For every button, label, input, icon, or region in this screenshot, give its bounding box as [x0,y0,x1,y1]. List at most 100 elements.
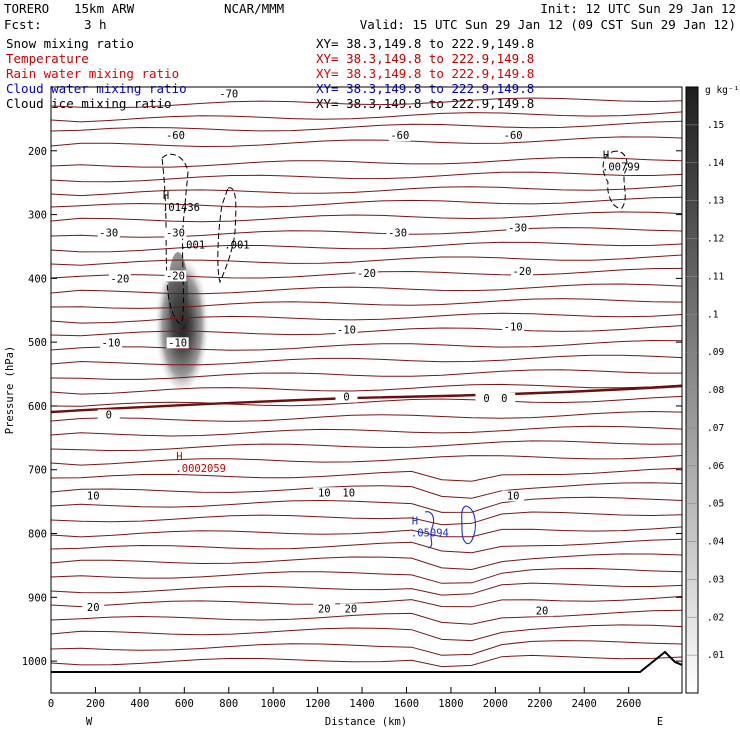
temperature-contour-31 [51,538,682,554]
terrain-line [51,650,682,673]
contour-label-bg-25 [313,603,336,615]
temperature-contour-9 [51,227,682,238]
marker-h-5: H [412,515,418,527]
temperature-contour-15 [51,312,682,324]
temperature-contour-3 [51,136,682,148]
temperature-contour-23 [51,425,682,437]
field-legend: Snow mixing ratio XY= 38.3,149.8 to 222.9… [6,36,534,111]
marker-h-0: H [163,190,169,202]
contour-label-bg-6 [386,227,409,239]
colorbar-unit: g kg⁻¹ [705,85,739,96]
y-tick-label-2: 400 [28,273,47,285]
temperature-contour-label-4: -30 [99,228,118,240]
temperature-contour-26 [51,467,682,482]
temperature-contour-16 [51,325,682,337]
temperature-contour-label-23: 10 [507,490,520,502]
temperature-contour-25 [51,455,682,466]
temperature-contour-14 [51,298,682,309]
contour-label-bg-26 [339,603,362,615]
field-xy-2: XY= 38.3,149.8 to 222.9,149.8 [316,66,534,81]
colorbar-label-9: .1 [707,309,719,320]
west-end-label: W [86,716,93,728]
marker-value-4: .0002059 [175,463,226,475]
temperature-contour-label-12: -10 [102,337,121,349]
temperature-contour-label-20: 10 [87,490,100,502]
resolution: 15km ARW [74,1,135,16]
temperature-contours [51,97,682,668]
y-tick-label-1: 300 [28,210,47,222]
colorbar: .01 .02 .03 .04 .05 .06 .07 .08 .09 .1 .11 .12 .13 .1… [685,85,739,694]
east-end-label: E [657,716,663,728]
y-tick-label-4: 600 [28,401,47,413]
colorbar-label-5: .06 [707,461,724,472]
temperature-contour-label-26: 20 [345,603,358,615]
temperature-contour-label-27: 20 [536,605,549,617]
temperature-contour-10 [51,241,682,253]
temperature-contour-11 [51,254,682,266]
x-tick-label-8: 1600 [394,698,419,710]
x-tick-label-1: 200 [86,698,105,710]
cloud-water-contour-1 [424,511,435,549]
colorbar-label-0: .01 [707,650,724,661]
center-name: NCAR/MMM [224,1,284,16]
cloud-water-contours [424,505,476,549]
temperature-contour-30 [51,526,682,538]
cloud-water-contour-2 [461,505,476,545]
contour-label-bg-4 [97,227,120,239]
temperature-contour-label-15: -10 [504,321,523,333]
x-tick-label-4: 800 [219,698,238,710]
temperature-contour-8 [51,211,682,223]
temperature-contour-label-24: 20 [87,602,100,614]
temperature-contour-label-18: 0 [483,393,489,405]
temperature-contour-label-1: -60 [166,130,185,142]
field-name-1: Temperature [6,51,89,66]
contour-label-bg-21 [313,487,336,499]
contour-label-bg-0 [217,88,240,100]
temperature-contour-13 [51,283,682,295]
temperature-contour-label-6: -30 [388,228,407,240]
temperature-contour-label-2: -60 [390,130,409,142]
colorbar-label-14: .15 [707,120,724,131]
x-tick-label-5: 1000 [261,698,286,710]
y-tick-label-5: 700 [28,465,47,477]
field-xy-0: XY= 38.3,149.8 to 222.9,149.8 [316,36,534,51]
contour-label-bg-16 [97,409,120,421]
field-name-4: Cloud ice mixing ratio [6,96,172,111]
temperature-contour-label-22: 10 [342,487,355,499]
temperature-contour-4 [51,156,682,168]
x-tick-label-12: 2400 [572,698,597,710]
x-tick-label-3: 600 [175,698,194,710]
init-time: Init: 12 UTC Sun 29 Jan 12 [540,1,736,16]
marker-value-0: .01436 [162,202,200,214]
snow-core [168,252,188,332]
x-tick-label-6: 1200 [305,698,330,710]
field-name-2: Rain water mixing ratio [6,66,179,81]
contour-label-bg-20 [82,490,105,502]
temperature-contour-label-9: -20 [166,270,185,282]
colorbar-label-8: .09 [707,347,724,358]
temperature-contour-7 [51,196,682,208]
temperature-contour-34 [51,582,682,596]
field-xy-3: XY= 38.3,149.8 to 222.9,149.8 [316,81,534,96]
temperature-contour-label-0: -70 [219,89,238,101]
temperature-contour-29 [51,511,682,526]
temperature-contour-labels: -70 -60 -60 -60 -30 -30 -30 -30 -20 -20 -20 -20 -10 -… [82,88,554,617]
y-tick-label-7: 900 [28,592,47,604]
temperature-contour-label-13: -10 [168,337,187,349]
field-xy-1: XY= 38.3,149.8 to 222.9,149.8 [316,51,534,66]
temperature-contour-label-14: -10 [337,325,356,337]
valid-time: Valid: 15 UTC Sun 29 Jan 12 (09 CST Sun … [360,17,736,32]
temperature-contour-17 [51,339,682,351]
contour-label-bg-17 [335,391,358,403]
y-axis-label: Pressure (hPa) [4,346,16,435]
temperature-contour-24 [51,440,682,452]
x-tick-label-2: 400 [130,698,149,710]
colorbar-label-10: .11 [707,271,724,282]
marker-h-3: H [603,150,609,162]
temperature-contour-38 [51,640,682,656]
temperature-contour-6 [51,184,682,197]
cloud-ice-contour-3 [602,150,628,209]
temperature-contour-22 [51,410,682,422]
contour-label-bg-15 [502,321,525,333]
